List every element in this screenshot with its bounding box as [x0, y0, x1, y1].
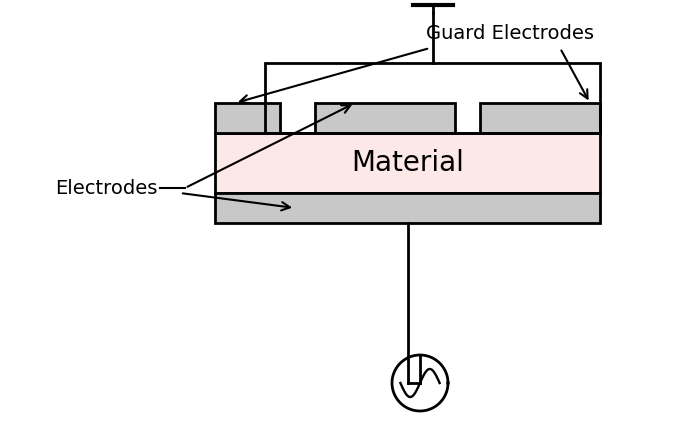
Bar [315, 103, 455, 133]
Bar [215, 193, 600, 223]
Text: Electrodes: Electrodes [55, 179, 158, 198]
Text: Guard Electrodes: Guard Electrodes [426, 23, 594, 43]
Text: Material: Material [351, 149, 464, 177]
Bar [480, 103, 600, 133]
Bar [215, 103, 280, 133]
Bar [265, 63, 600, 133]
Bar [215, 133, 600, 193]
